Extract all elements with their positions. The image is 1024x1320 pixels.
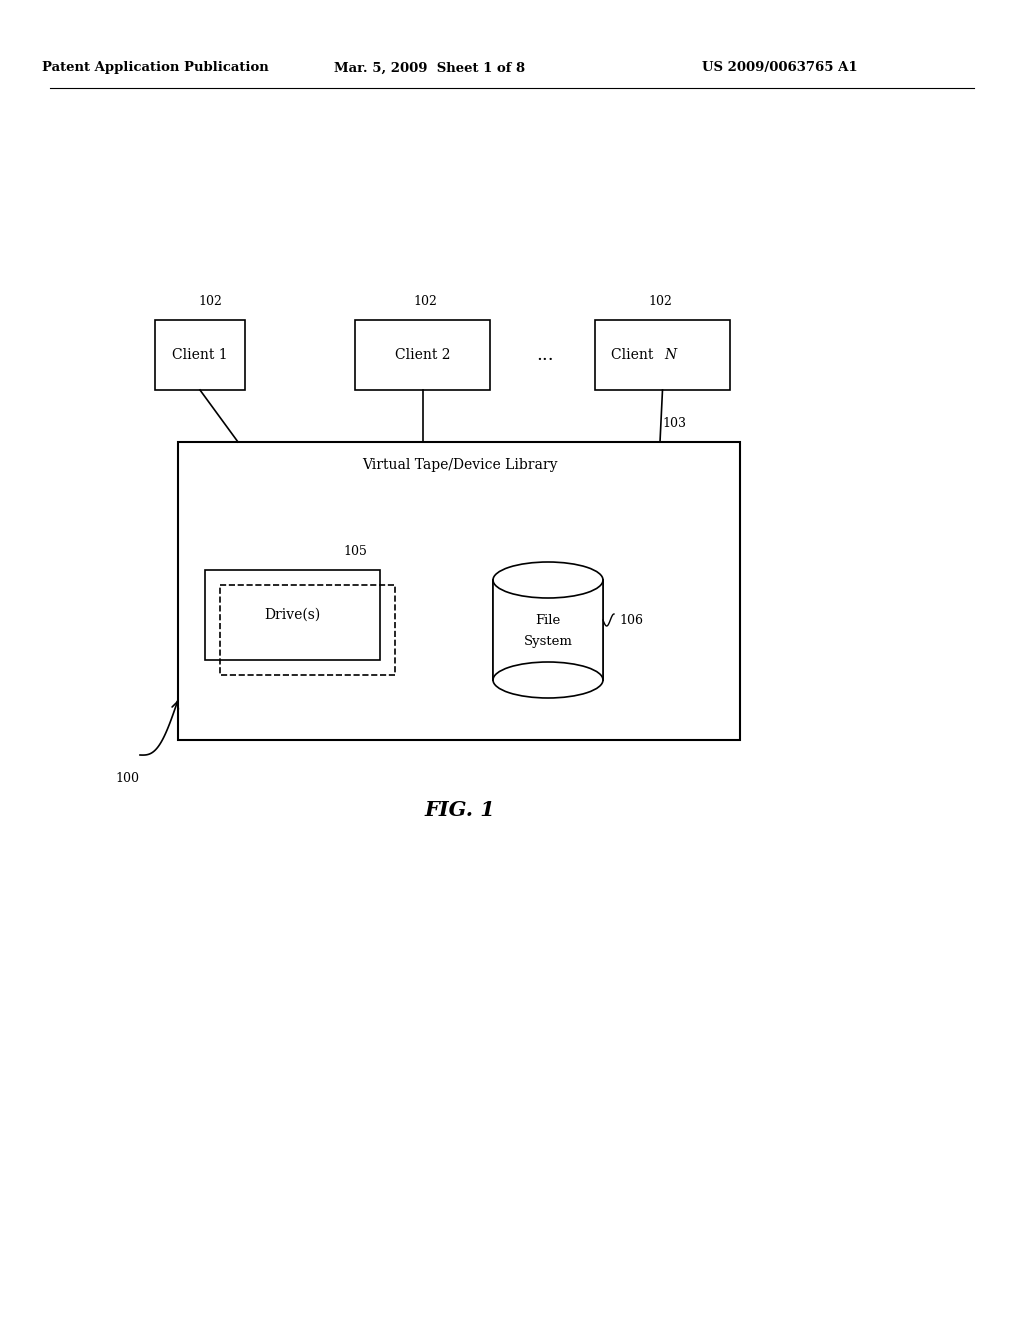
Ellipse shape [493, 663, 603, 698]
Text: Client 1: Client 1 [172, 348, 227, 362]
Bar [355, 319, 490, 389]
Text: US 2009/0063765 A1: US 2009/0063765 A1 [702, 62, 858, 74]
Text: Client 2: Client 2 [394, 348, 451, 362]
Text: Virtual Tape/Device Library: Virtual Tape/Device Library [362, 458, 558, 473]
Text: N: N [665, 348, 677, 362]
Text: ...: ... [537, 346, 554, 364]
Text: 100: 100 [115, 771, 139, 784]
Bar [220, 585, 395, 675]
Text: File: File [536, 614, 560, 627]
Text: 102: 102 [648, 294, 672, 308]
Text: 105: 105 [343, 545, 367, 558]
Bar [493, 579, 603, 680]
Text: Client: Client [610, 348, 657, 362]
Text: 102: 102 [198, 294, 222, 308]
Text: System: System [523, 635, 572, 648]
Bar [178, 442, 740, 741]
Ellipse shape [493, 562, 603, 598]
Text: FIG. 1: FIG. 1 [425, 800, 496, 820]
Text: Drive(s): Drive(s) [264, 609, 321, 622]
Bar [205, 570, 380, 660]
Bar [595, 319, 730, 389]
Bar [155, 319, 245, 389]
Text: Patent Application Publication: Patent Application Publication [42, 62, 268, 74]
Text: 102: 102 [413, 294, 437, 308]
Text: 106: 106 [618, 614, 643, 627]
Text: Mar. 5, 2009  Sheet 1 of 8: Mar. 5, 2009 Sheet 1 of 8 [335, 62, 525, 74]
Text: 103: 103 [662, 417, 686, 430]
